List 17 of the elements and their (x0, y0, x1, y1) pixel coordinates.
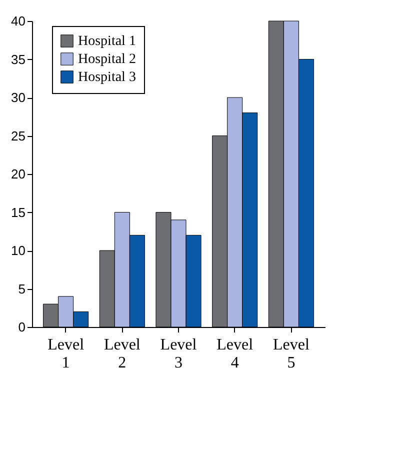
x-tick-label: Level 2 (104, 336, 141, 372)
y-tick-label: 10 (11, 243, 26, 258)
y-tick-label: 20 (11, 166, 26, 182)
legend-label: Hospital 2 (78, 52, 136, 67)
x-tick-label: Level 5 (272, 336, 310, 372)
x-tick-label: Level 4 (216, 336, 254, 372)
x-tick-label: Level 3 (160, 336, 198, 372)
y-tick-label: 40 (11, 14, 26, 28)
y-tick-label: 30 (11, 90, 26, 105)
legend-label: Hospital 3 (78, 70, 136, 85)
y-tick-label: 0 (18, 320, 26, 334)
y-tick-label: 35 (11, 52, 26, 67)
y-tick-label: 25 (11, 128, 26, 144)
legend-label: Hospital 1 (78, 34, 136, 49)
y-tick-label: 5 (18, 281, 26, 296)
x-tick-label: Level 1 (48, 336, 85, 372)
y-tick-label: 15 (11, 204, 26, 220)
